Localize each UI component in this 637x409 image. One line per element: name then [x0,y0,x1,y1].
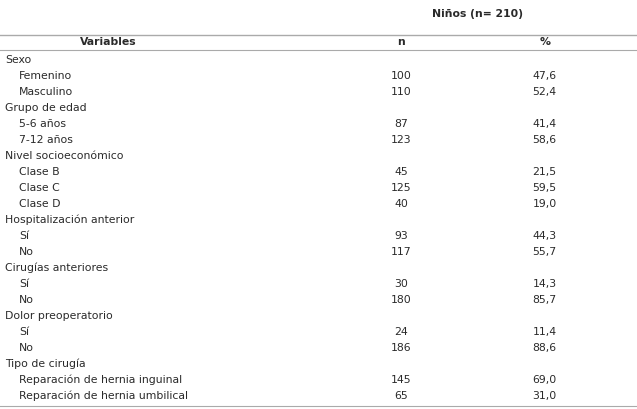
Text: No: No [19,343,34,353]
Text: 24: 24 [394,327,408,337]
Text: 21,5: 21,5 [533,167,557,177]
Text: No: No [19,247,34,257]
Text: Niños (n= 210): Niños (n= 210) [433,9,523,19]
Text: 47,6: 47,6 [533,71,557,81]
Text: 65: 65 [394,391,408,401]
Text: No: No [19,295,34,305]
Text: Cirugías anteriores: Cirugías anteriores [5,263,108,274]
Text: 14,3: 14,3 [533,279,557,289]
Text: Clase D: Clase D [19,199,61,209]
Text: Reparación de hernia umbilical: Reparación de hernia umbilical [19,391,188,401]
Text: 7-12 años: 7-12 años [19,135,73,145]
Text: 145: 145 [391,375,412,385]
Text: 45: 45 [394,167,408,177]
Text: n: n [397,37,405,47]
Text: %: % [539,37,550,47]
Text: 11,4: 11,4 [533,327,557,337]
Text: Sexo: Sexo [5,55,31,65]
Text: Tipo de cirugía: Tipo de cirugía [5,359,86,369]
Text: 88,6: 88,6 [533,343,557,353]
Text: 110: 110 [391,88,412,97]
Text: Reparación de hernia inguinal: Reparación de hernia inguinal [19,375,182,385]
Text: Dolor preoperatorio: Dolor preoperatorio [5,311,113,321]
Text: 55,7: 55,7 [533,247,557,257]
Text: 58,6: 58,6 [533,135,557,145]
Text: 40: 40 [394,199,408,209]
Text: 87: 87 [394,119,408,129]
Text: 30: 30 [394,279,408,289]
Text: 52,4: 52,4 [533,88,557,97]
Text: 41,4: 41,4 [533,119,557,129]
Text: Sí: Sí [19,231,29,241]
Text: Clase C: Clase C [19,183,60,193]
Text: Clase B: Clase B [19,167,60,177]
Text: Nivel socioeconómico: Nivel socioeconómico [5,151,124,161]
Text: 186: 186 [391,343,412,353]
Text: 5-6 años: 5-6 años [19,119,66,129]
Text: Femenino: Femenino [19,71,73,81]
Text: Hospitalización anterior: Hospitalización anterior [5,215,134,225]
Text: Grupo de edad: Grupo de edad [5,103,87,113]
Text: 117: 117 [391,247,412,257]
Text: 19,0: 19,0 [533,199,557,209]
Text: 123: 123 [391,135,412,145]
Text: 100: 100 [391,71,412,81]
Text: Variables: Variables [80,37,136,47]
Text: 93: 93 [394,231,408,241]
Text: 125: 125 [391,183,412,193]
Text: 44,3: 44,3 [533,231,557,241]
Text: 59,5: 59,5 [533,183,557,193]
Text: 85,7: 85,7 [533,295,557,305]
Text: Sí: Sí [19,279,29,289]
Text: Sí: Sí [19,327,29,337]
Text: 69,0: 69,0 [533,375,557,385]
Text: 31,0: 31,0 [533,391,557,401]
Text: Masculino: Masculino [19,88,73,97]
Text: 180: 180 [391,295,412,305]
